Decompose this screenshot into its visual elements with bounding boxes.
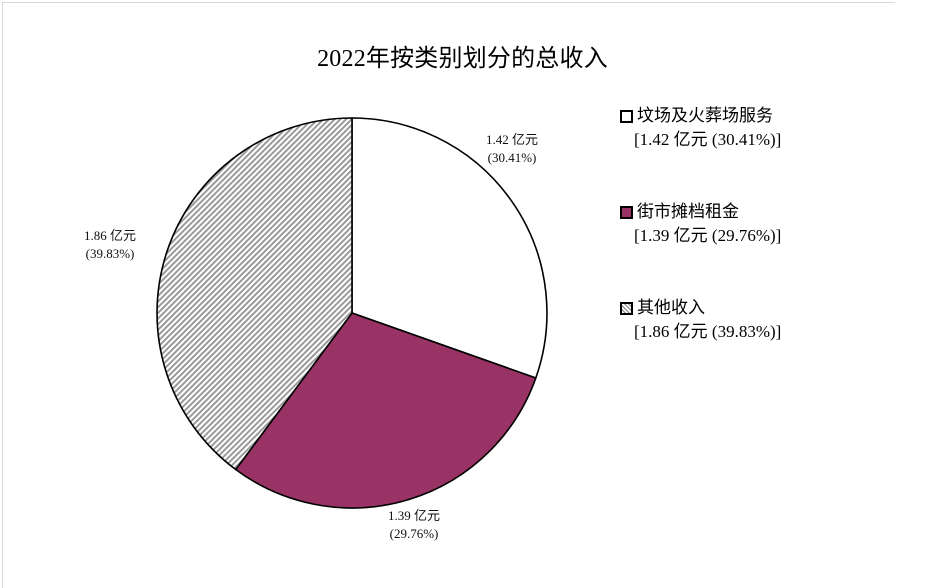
data-label-percent: (39.83%)	[85, 246, 135, 261]
legend-swatch-purple-icon	[620, 205, 633, 219]
legend-item-other-income: 其他收入 [1.86 亿元 (39.83%)]	[620, 296, 781, 344]
data-label-market-stall: 1.39 亿元 (29.76%)	[388, 507, 440, 543]
legend-item-cemetery: 坟场及火葬场服务 [1.42 亿元 (30.41%)]	[620, 104, 781, 152]
legend-label: 其他收入	[637, 298, 705, 317]
pie-slice-cemetery-crematorium	[351, 117, 548, 380]
legend-swatch-white-icon	[620, 109, 633, 123]
chart-title: 2022年按类别划分的总收入	[317, 46, 608, 72]
pie-slice-other-income	[156, 117, 353, 471]
data-label-value: 1.39 亿元	[388, 508, 441, 523]
data-label-cemetery: 1.42 亿元 (30.41%)	[486, 131, 538, 167]
legend-detail: [1.86 亿元 (39.83%)]	[634, 322, 782, 341]
data-label-value: 1.42 亿元	[486, 132, 539, 147]
chart-frame	[2, 2, 895, 588]
legend-detail: [1.42 亿元 (30.41%)]	[634, 130, 782, 149]
pie-slice-market-stall-rent	[234, 312, 537, 509]
chart-legend: 坟场及火葬场服务 [1.42 亿元 (30.41%)] 街市摊档租金 [1.39…	[620, 104, 781, 392]
data-label-other-income: 1.86 亿元 (39.83%)	[84, 227, 136, 263]
data-label-percent: (29.76%)	[389, 526, 439, 541]
legend-label: 坟场及火葬场服务	[637, 106, 773, 125]
legend-detail: [1.39 亿元 (29.76%)]	[634, 226, 782, 245]
legend-label: 街市摊档租金	[637, 202, 739, 221]
data-label-value: 1.86 亿元	[84, 228, 137, 243]
legend-swatch-hatched-icon	[620, 301, 633, 315]
data-label-percent: (30.41%)	[487, 150, 537, 165]
legend-item-market-stall: 街市摊档租金 [1.39 亿元 (29.76%)]	[620, 200, 781, 248]
